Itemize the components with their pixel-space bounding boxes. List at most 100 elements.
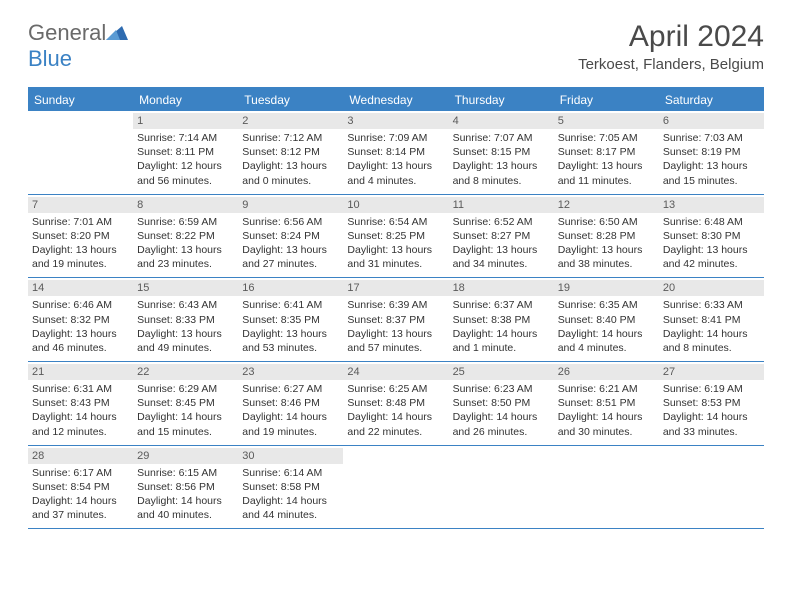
day-number: 16 (238, 280, 343, 296)
day-number: 13 (659, 197, 764, 213)
weekday-label: Wednesday (343, 89, 448, 111)
day-cell: 30 Sunrise: 6:14 AMSunset: 8:58 PMDayligh… (238, 446, 343, 529)
month-title: April 2024 (578, 20, 764, 54)
day-info: Sunrise: 7:07 AMSunset: 8:15 PMDaylight:… (453, 131, 550, 188)
weekday-label: Saturday (659, 89, 764, 111)
day-cell: 10 Sunrise: 6:54 AMSunset: 8:25 PMDayligh… (343, 195, 448, 278)
day-cell: 5 Sunrise: 7:05 AMSunset: 8:17 PMDaylight… (554, 111, 659, 194)
day-cell: 21 Sunrise: 6:31 AMSunset: 8:43 PMDayligh… (28, 362, 133, 445)
day-number: 27 (659, 364, 764, 380)
week-row: 14 Sunrise: 6:46 AMSunset: 8:32 PMDayligh… (28, 278, 764, 362)
day-info: Sunrise: 6:27 AMSunset: 8:46 PMDaylight:… (242, 382, 339, 439)
day-number: 14 (28, 280, 133, 296)
day-number: 12 (554, 197, 659, 213)
day-info: Sunrise: 6:33 AMSunset: 8:41 PMDaylight:… (663, 298, 760, 355)
day-cell: 11Sunrise: 6:52 AMSunset: 8:27 PMDayligh… (449, 195, 554, 278)
day-cell: 20Sunrise: 6:33 AMSunset: 8:41 PMDayligh… (659, 278, 764, 361)
day-number: 30 (238, 448, 343, 464)
day-cell: 29 Sunrise: 6:15 AMSunset: 8:56 PMDayligh… (133, 446, 238, 529)
day-cell: 26 Sunrise: 6:21 AMSunset: 8:51 PMDayligh… (554, 362, 659, 445)
weekday-label: Monday (133, 89, 238, 111)
day-number: 21 (28, 364, 133, 380)
day-number: 4 (449, 113, 554, 129)
day-info: Sunrise: 6:56 AMSunset: 8:24 PMDaylight:… (242, 215, 339, 272)
day-info: Sunrise: 6:23 AMSunset: 8:50 PMDaylight:… (453, 382, 550, 439)
day-cell: 22Sunrise: 6:29 AMSunset: 8:45 PMDayligh… (133, 362, 238, 445)
day-info: Sunrise: 6:59 AMSunset: 8:22 PMDaylight:… (137, 215, 234, 272)
day-info: Sunrise: 7:03 AMSunset: 8:19 PMDaylight:… (663, 131, 760, 188)
day-cell: 27 Sunrise: 6:19 AMSunset: 8:53 PMDayligh… (659, 362, 764, 445)
day-number: 15 (133, 280, 238, 296)
day-cell (449, 446, 554, 529)
calendar-grid: SundayMondayTuesdayWednesdayThursdayFrid… (28, 87, 764, 529)
day-info: Sunrise: 6:43 AMSunset: 8:33 PMDaylight:… (137, 298, 234, 355)
day-cell (28, 111, 133, 194)
day-number: 24 (343, 364, 448, 380)
day-number: 22 (133, 364, 238, 380)
day-number: 10 (343, 197, 448, 213)
day-number: 1 (133, 113, 238, 129)
page-header: GeneralBlue April 2024 Terkoest, Flander… (0, 0, 792, 81)
week-row: 1 Sunrise: 7:14 AMSunset: 8:11 PMDaylight… (28, 111, 764, 195)
day-info: Sunrise: 7:12 AMSunset: 8:12 PMDaylight:… (242, 131, 339, 188)
day-info: Sunrise: 6:48 AMSunset: 8:30 PMDaylight:… (663, 215, 760, 272)
day-number: 7 (28, 197, 133, 213)
day-cell: 14 Sunrise: 6:46 AMSunset: 8:32 PMDayligh… (28, 278, 133, 361)
day-info: Sunrise: 6:14 AMSunset: 8:58 PMDaylight:… (242, 466, 339, 523)
day-cell: 8 Sunrise: 6:59 AMSunset: 8:22 PMDaylight… (133, 195, 238, 278)
weekday-label: Friday (554, 89, 659, 111)
day-info: Sunrise: 6:31 AMSunset: 8:43 PMDaylight:… (32, 382, 129, 439)
day-info: Sunrise: 6:46 AMSunset: 8:32 PMDaylight:… (32, 298, 129, 355)
day-number: 19 (554, 280, 659, 296)
weekday-label: Tuesday (238, 89, 343, 111)
day-info: Sunrise: 6:54 AMSunset: 8:25 PMDaylight:… (347, 215, 444, 272)
day-number: 5 (554, 113, 659, 129)
day-number: 9 (238, 197, 343, 213)
day-info: Sunrise: 6:52 AMSunset: 8:27 PMDaylight:… (453, 215, 550, 272)
brand-name-part1: General (28, 20, 106, 45)
weekday-header-row: SundayMondayTuesdayWednesdayThursdayFrid… (28, 89, 764, 111)
day-cell (659, 446, 764, 529)
weekday-label: Thursday (449, 89, 554, 111)
day-number: 8 (133, 197, 238, 213)
week-row: 21 Sunrise: 6:31 AMSunset: 8:43 PMDayligh… (28, 362, 764, 446)
day-cell: 15 Sunrise: 6:43 AMSunset: 8:33 PMDayligh… (133, 278, 238, 361)
day-cell: 25 Sunrise: 6:23 AMSunset: 8:50 PMDayligh… (449, 362, 554, 445)
brand-logo: GeneralBlue (28, 20, 128, 72)
day-info: Sunrise: 6:17 AMSunset: 8:54 PMDaylight:… (32, 466, 129, 523)
day-number: 29 (133, 448, 238, 464)
day-cell: 24Sunrise: 6:25 AMSunset: 8:48 PMDayligh… (343, 362, 448, 445)
day-number: 23 (238, 364, 343, 380)
day-number: 2 (238, 113, 343, 129)
day-number: 17 (343, 280, 448, 296)
day-cell: 17Sunrise: 6:39 AMSunset: 8:37 PMDayligh… (343, 278, 448, 361)
day-cell (554, 446, 659, 529)
day-info: Sunrise: 6:35 AMSunset: 8:40 PMDaylight:… (558, 298, 655, 355)
brand-name-part2: Blue (28, 46, 72, 71)
day-cell: 12Sunrise: 6:50 AMSunset: 8:28 PMDayligh… (554, 195, 659, 278)
week-row: 7 Sunrise: 7:01 AMSunset: 8:20 PMDaylight… (28, 195, 764, 279)
day-cell: 1 Sunrise: 7:14 AMSunset: 8:11 PMDaylight… (133, 111, 238, 194)
day-cell: 4 Sunrise: 7:07 AMSunset: 8:15 PMDaylight… (449, 111, 554, 194)
day-info: Sunrise: 7:09 AMSunset: 8:14 PMDaylight:… (347, 131, 444, 188)
location-text: Terkoest, Flanders, Belgium (578, 56, 764, 73)
title-block: April 2024 Terkoest, Flanders, Belgium (578, 20, 764, 73)
day-cell: 13 Sunrise: 6:48 AMSunset: 8:30 PMDayligh… (659, 195, 764, 278)
day-cell: 16Sunrise: 6:41 AMSunset: 8:35 PMDayligh… (238, 278, 343, 361)
day-cell: 19 Sunrise: 6:35 AMSunset: 8:40 PMDayligh… (554, 278, 659, 361)
day-cell: 3 Sunrise: 7:09 AMSunset: 8:14 PMDaylight… (343, 111, 448, 194)
day-number: 3 (343, 113, 448, 129)
day-info: Sunrise: 6:19 AMSunset: 8:53 PMDaylight:… (663, 382, 760, 439)
day-info: Sunrise: 6:21 AMSunset: 8:51 PMDaylight:… (558, 382, 655, 439)
brand-triangle-icon (106, 20, 128, 46)
day-info: Sunrise: 7:05 AMSunset: 8:17 PMDaylight:… (558, 131, 655, 188)
day-info: Sunrise: 6:37 AMSunset: 8:38 PMDaylight:… (453, 298, 550, 355)
day-info: Sunrise: 6:15 AMSunset: 8:56 PMDaylight:… (137, 466, 234, 523)
day-number: 25 (449, 364, 554, 380)
day-number: 26 (554, 364, 659, 380)
weekday-label: Sunday (28, 89, 133, 111)
day-cell: 9 Sunrise: 6:56 AMSunset: 8:24 PMDaylight… (238, 195, 343, 278)
day-info: Sunrise: 7:14 AMSunset: 8:11 PMDaylight:… (137, 131, 234, 188)
day-cell: 7 Sunrise: 7:01 AMSunset: 8:20 PMDaylight… (28, 195, 133, 278)
day-info: Sunrise: 7:01 AMSunset: 8:20 PMDaylight:… (32, 215, 129, 272)
